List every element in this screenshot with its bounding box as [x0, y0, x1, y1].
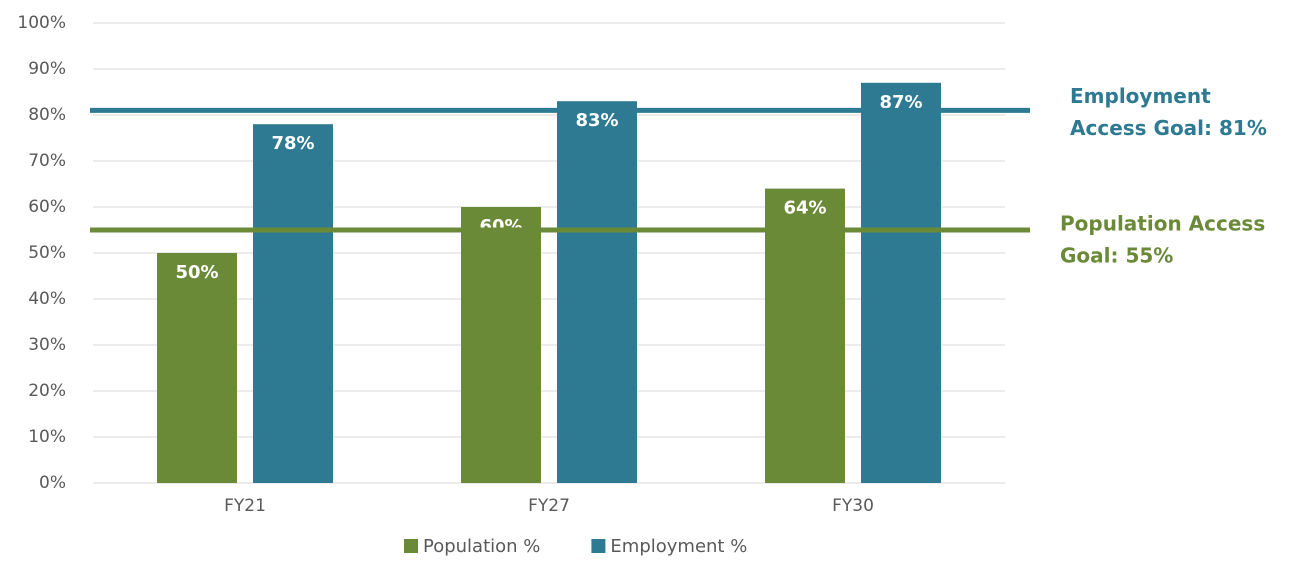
legend-swatch — [404, 539, 418, 553]
bar — [461, 207, 541, 483]
goal-label: Population Access — [1060, 212, 1265, 236]
goal-label: Access Goal: 81% — [1070, 116, 1267, 140]
y-tick-label: 50% — [28, 243, 66, 263]
data-label: 83% — [575, 110, 618, 131]
x-tick-label: FY30 — [832, 496, 874, 516]
y-tick-label: 20% — [28, 381, 66, 401]
bar — [253, 124, 333, 483]
y-tick-label: 60% — [28, 197, 66, 217]
y-tick-label: 0% — [39, 473, 66, 493]
bar — [557, 101, 637, 483]
y-tick-label: 10% — [28, 427, 66, 447]
y-tick-label: 80% — [28, 105, 66, 125]
legend-label: Employment % — [610, 536, 747, 557]
goal-label: Employment — [1070, 84, 1211, 108]
legend-label: Population % — [423, 536, 540, 557]
data-label: 87% — [879, 92, 922, 113]
y-tick-label: 30% — [28, 335, 66, 355]
data-label: 50% — [175, 262, 218, 283]
x-tick-label: FY27 — [528, 496, 570, 516]
y-tick-label: 40% — [28, 289, 66, 309]
goal-label: Goal: 55% — [1060, 244, 1173, 268]
data-label: 78% — [271, 133, 314, 154]
bar — [157, 253, 237, 483]
legend-swatch — [591, 539, 606, 553]
x-tick-label: FY21 — [224, 496, 266, 516]
bar — [861, 82, 941, 484]
data-label: 60% — [479, 216, 522, 237]
data-label: 64% — [783, 198, 826, 219]
y-tick-label: 90% — [28, 59, 66, 79]
y-tick-label: 100% — [17, 13, 66, 33]
y-tick-label: 70% — [28, 151, 66, 171]
bar — [765, 188, 845, 483]
